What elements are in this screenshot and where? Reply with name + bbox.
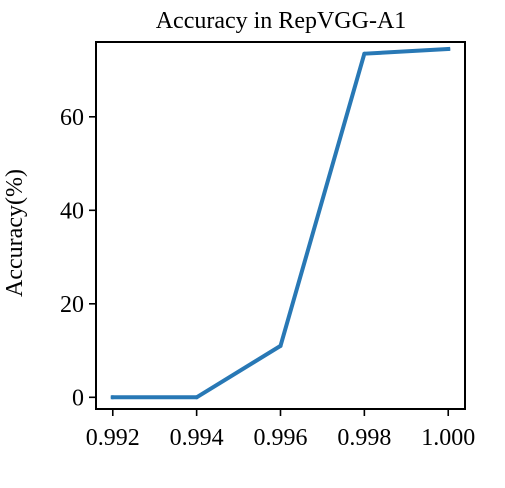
data-point xyxy=(110,395,115,400)
x-tick-label: 0.994 xyxy=(170,425,224,451)
x-tick-label: 0.992 xyxy=(86,425,140,451)
data-point xyxy=(362,51,367,56)
series-layer xyxy=(110,46,451,400)
y-tick-label: 20 xyxy=(60,292,84,318)
chart-title: Accuracy in RepVGG-A1 xyxy=(156,8,407,34)
y-tick-label: 60 xyxy=(60,105,84,131)
y-tick-label: 0 xyxy=(72,385,84,411)
y-axis-label: Accuracy(%) xyxy=(2,169,28,297)
x-tick-label: 1.000 xyxy=(421,425,475,451)
y-tick-label: 40 xyxy=(60,198,84,224)
data-point xyxy=(446,47,451,52)
data-point xyxy=(194,395,199,400)
x-tick-label: 0.998 xyxy=(337,425,391,451)
x-tick-label: 0.996 xyxy=(254,425,308,451)
axis-ticks: 0.992 0.994 0.996 0.998 1.000 0 20 40 60 xyxy=(60,105,475,451)
data-point xyxy=(278,343,283,348)
plot-frame xyxy=(95,41,466,410)
